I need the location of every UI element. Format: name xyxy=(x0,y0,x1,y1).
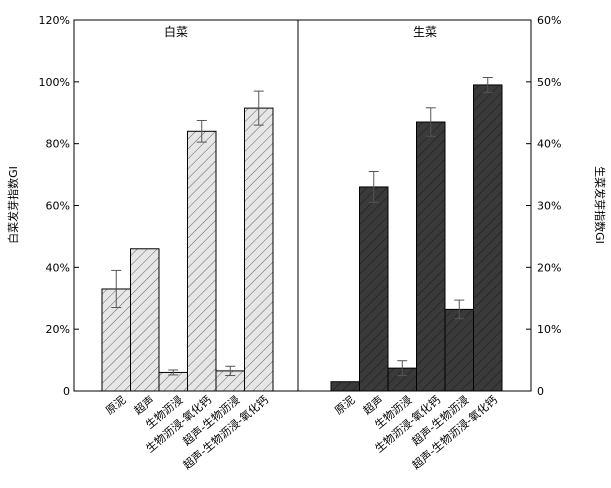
right-bar xyxy=(444,308,474,392)
right-bar xyxy=(416,121,446,392)
right-x-tick-label: 原泥 xyxy=(332,393,357,417)
bars-layer xyxy=(101,77,503,392)
left-y-axis-label: 白菜发芽指数GI xyxy=(6,166,20,244)
right-y-tick-label: 30% xyxy=(537,200,561,213)
left-y-tick-label: 0 xyxy=(63,385,70,398)
left-y-tick-label: 80% xyxy=(46,138,70,151)
left-y-tick-label: 100% xyxy=(39,76,70,89)
right-y-axis-label: 生菜发芽指数GI xyxy=(593,166,607,244)
left-y-axis: 0 20% 40% 60% 80% 100% 120% xyxy=(39,14,79,398)
right-y-tick-label: 50% xyxy=(537,76,561,89)
right-bar xyxy=(473,84,503,392)
right-y-axis: 0 10% 20% 30% 40% 50% 60% xyxy=(526,14,561,398)
right-bar xyxy=(330,381,360,392)
left-bar xyxy=(130,248,160,392)
right-panel-title: 生菜 xyxy=(413,25,437,39)
right-bar xyxy=(359,186,389,392)
right-y-tick-label: 40% xyxy=(537,138,561,151)
left-x-tick-label: 原泥 xyxy=(103,393,128,417)
left-y-tick-label: 20% xyxy=(46,323,70,336)
left-bar xyxy=(187,130,217,392)
left-y-tick-label: 120% xyxy=(39,14,70,27)
right-y-tick-label: 10% xyxy=(537,323,561,336)
left-y-tick-label: 60% xyxy=(46,200,70,213)
left-bar xyxy=(244,107,274,392)
right-y-tick-label: 20% xyxy=(537,261,561,274)
left-y-tick-label: 40% xyxy=(46,261,70,274)
left-panel-title: 白菜 xyxy=(164,24,188,39)
right-y-tick-label: 0 xyxy=(537,385,544,398)
right-y-tick-label: 60% xyxy=(537,14,561,27)
